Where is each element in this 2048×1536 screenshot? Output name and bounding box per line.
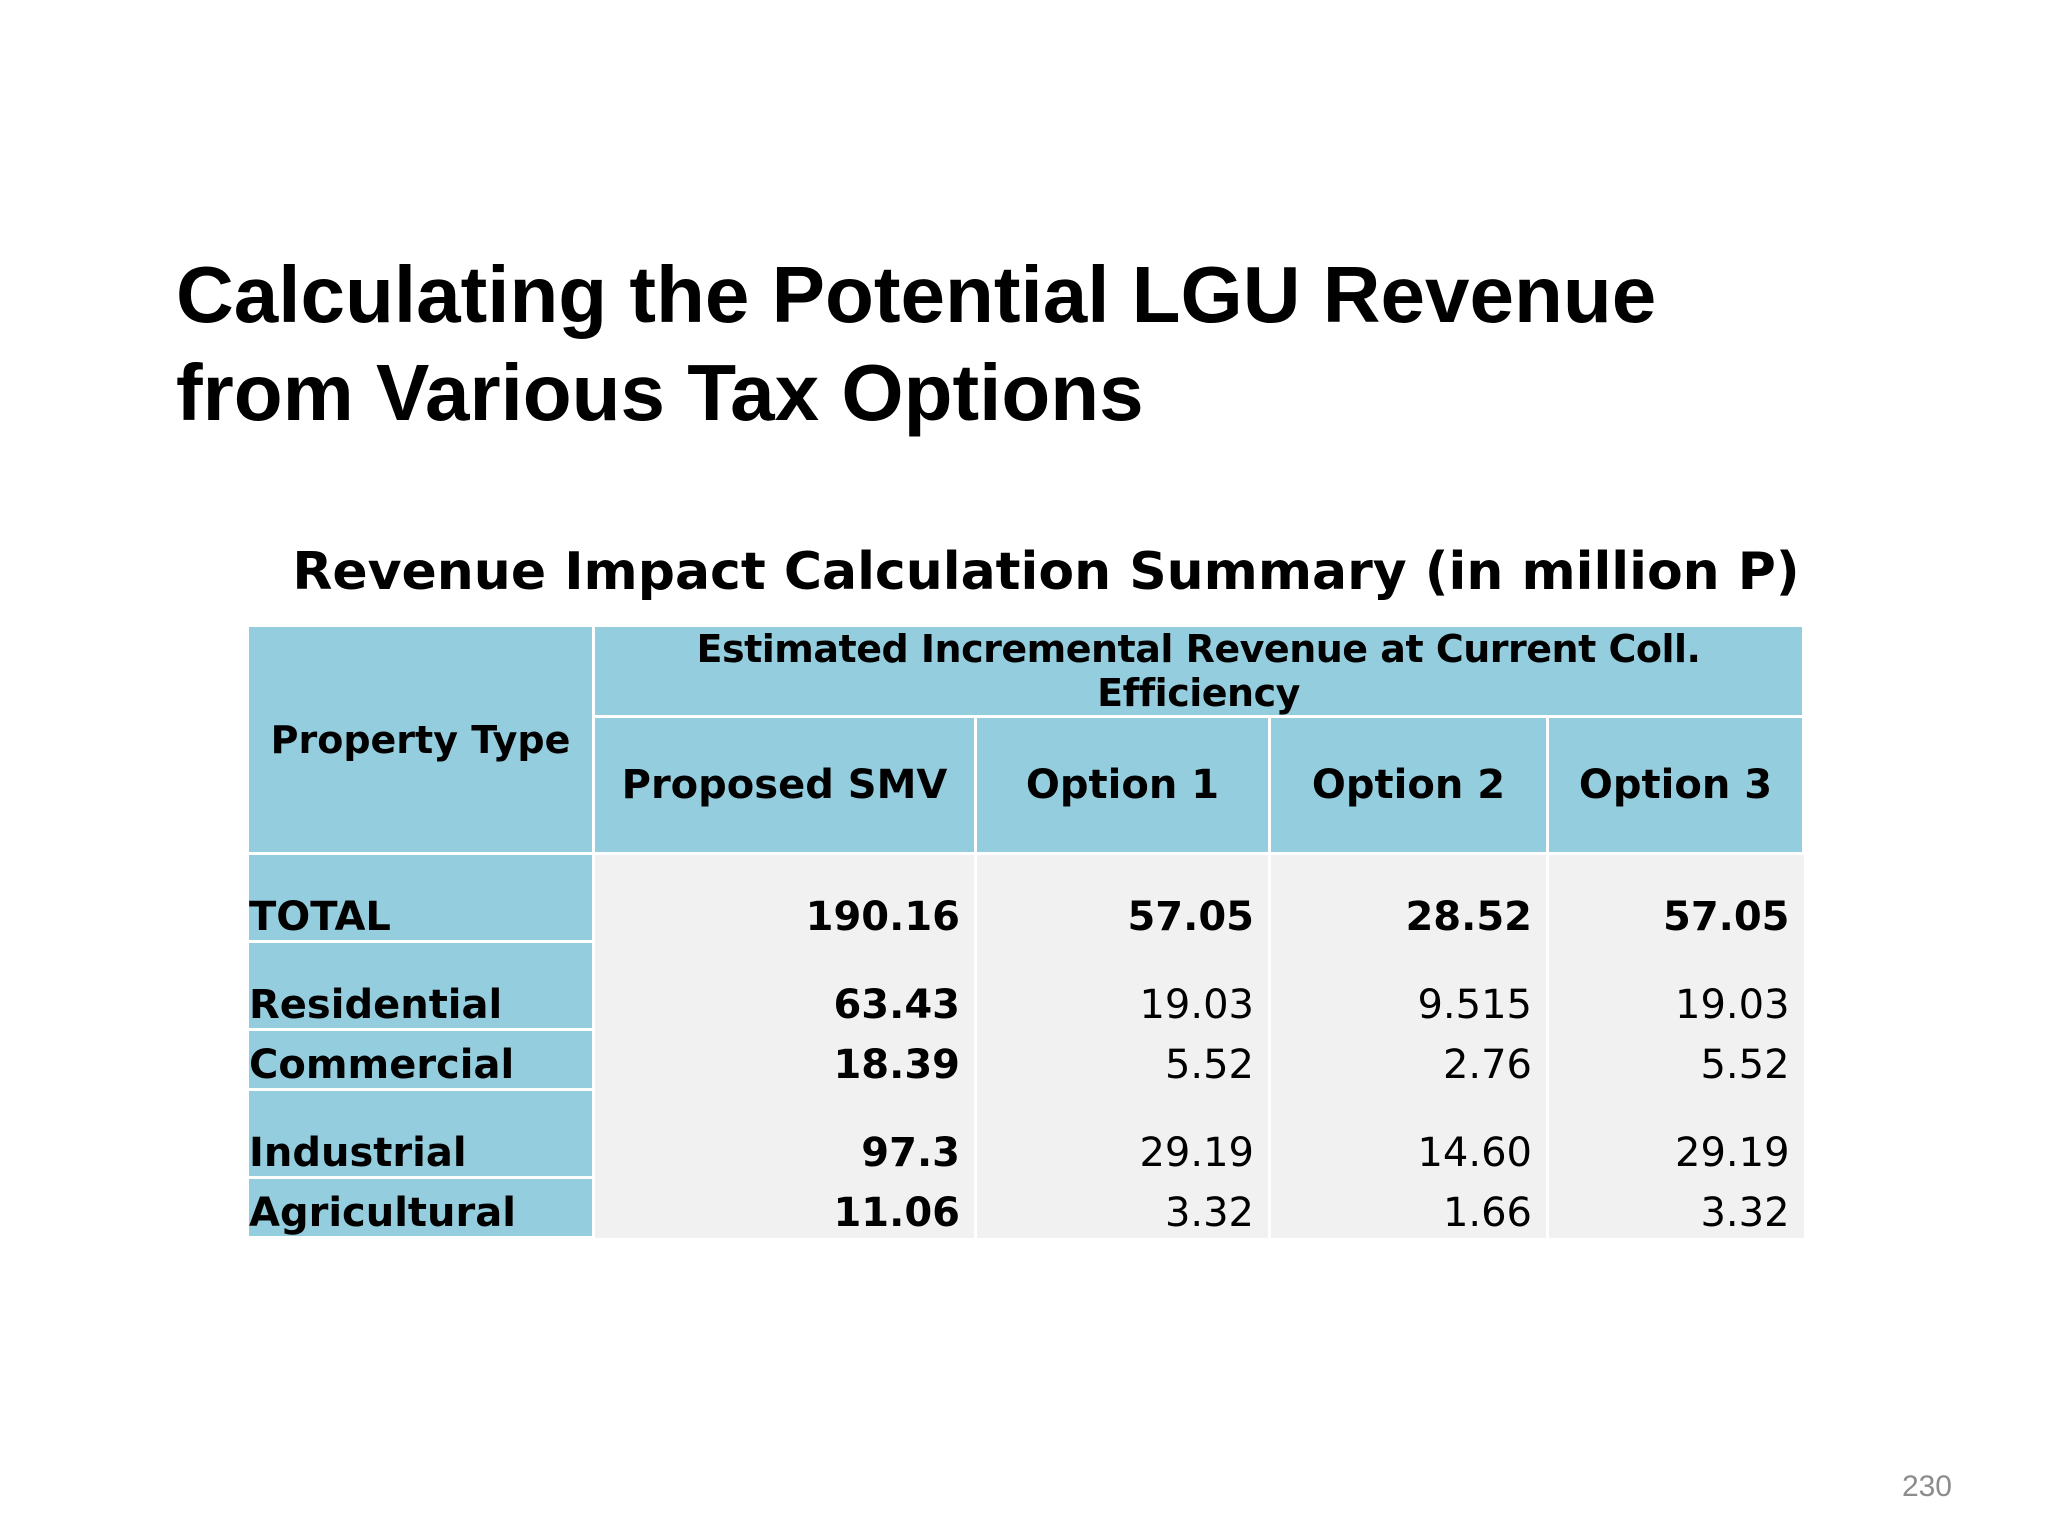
cell-commercial-option-1: 5.52 (974, 1029, 1270, 1090)
cell-industrial-proposed-smv: 97.3 (593, 1089, 976, 1178)
table-row-residential: Residential 63.43 19.03 9.515 19.03 (246, 940, 1804, 1031)
table-row-total: TOTAL 190.16 57.05 28.52 57.05 (246, 852, 1804, 943)
table-row-commercial: Commercial 18.39 5.52 2.76 5.52 (246, 1028, 1804, 1091)
cell-residential-option-2: 9.515 (1268, 941, 1548, 1030)
cell-total-option-2: 28.52 (1268, 853, 1548, 942)
cell-agricultural-proposed-smv: 11.06 (593, 1177, 976, 1238)
property-type-header: Property Type (246, 624, 595, 855)
page-number: 230 (1901, 1470, 1952, 1503)
cell-agricultural-option-1: 3.32 (974, 1177, 1270, 1238)
cell-industrial-option-2: 14.60 (1268, 1089, 1548, 1178)
column-header-option-2: Option 2 (1268, 715, 1549, 855)
cell-agricultural-option-2: 1.66 (1268, 1177, 1548, 1238)
cell-industrial-option-3: 29.19 (1545, 1089, 1804, 1178)
cell-commercial-option-2: 2.76 (1268, 1029, 1548, 1090)
cell-agricultural-option-3: 3.32 (1545, 1177, 1804, 1238)
row-label-residential: Residential (246, 940, 595, 1031)
cell-industrial-option-1: 29.19 (974, 1089, 1270, 1178)
row-label-total: TOTAL (246, 852, 595, 943)
table-caption: Revenue Impact Calculation Summary (in m… (292, 542, 1800, 602)
table-row-industrial: Industrial 97.3 29.19 14.60 29.19 (246, 1088, 1804, 1179)
column-header-proposed-smv: Proposed SMV (592, 715, 977, 855)
cell-commercial-option-3: 5.52 (1545, 1029, 1804, 1090)
cell-commercial-proposed-smv: 18.39 (593, 1029, 976, 1090)
row-label-agricultural: Agricultural (246, 1176, 595, 1239)
cell-total-option-3: 57.05 (1545, 853, 1804, 942)
slide-title: Calculating the Potential LGU Revenue fr… (176, 246, 1816, 442)
revenue-summary-table: Property Type Estimated Incremental Reve… (246, 624, 1806, 1239)
cell-residential-option-3: 19.03 (1545, 941, 1804, 1030)
table-row-agricultural: Agricultural 11.06 3.32 1.66 3.32 (246, 1176, 1804, 1239)
cell-residential-option-1: 19.03 (974, 941, 1270, 1030)
row-label-commercial: Commercial (246, 1028, 595, 1091)
column-header-option-1: Option 1 (974, 715, 1271, 855)
column-header-option-3: Option 3 (1545, 715, 1806, 855)
slide-title-line-2: from Various Tax Options (176, 348, 1144, 437)
cell-total-option-1: 57.05 (974, 853, 1270, 942)
slide-title-line-1: Calculating the Potential LGU Revenue (176, 250, 1657, 339)
cell-residential-proposed-smv: 63.43 (593, 941, 976, 1030)
row-label-industrial: Industrial (246, 1088, 595, 1179)
cell-total-proposed-smv: 190.16 (593, 853, 976, 942)
incremental-revenue-group-header: Estimated Incremental Revenue at Current… (591, 624, 1806, 718)
